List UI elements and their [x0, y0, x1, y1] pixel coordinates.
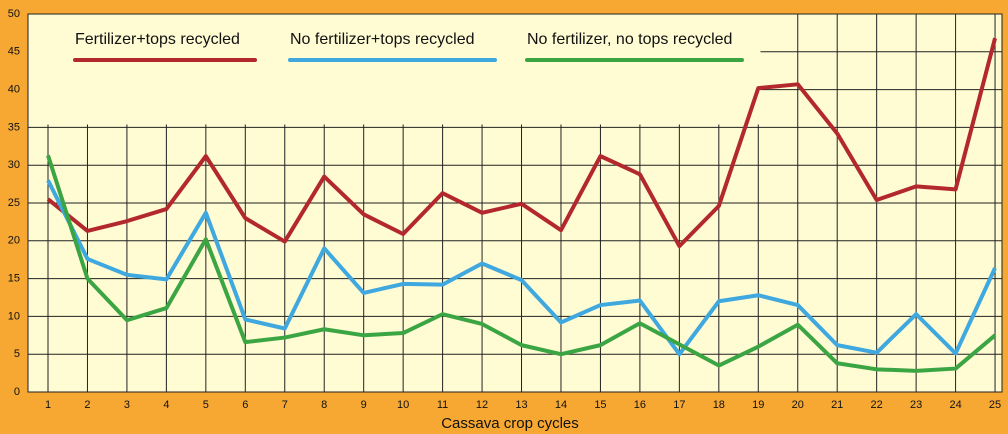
x-tick-label: 3 — [124, 399, 130, 411]
y-tick-label: 30 — [8, 159, 20, 171]
x-tick-label: 18 — [713, 399, 725, 411]
x-tick-label: 6 — [242, 399, 248, 411]
x-tick-label: 14 — [555, 399, 567, 411]
x-tick-label: 12 — [476, 399, 488, 411]
y-tick-label: 50 — [8, 8, 20, 20]
x-tick-label: 15 — [594, 399, 606, 411]
x-tick-label: 16 — [634, 399, 646, 411]
legend-label: No fertilizer, no tops recycled — [527, 31, 732, 48]
x-tick-label: 17 — [673, 399, 685, 411]
x-tick-label: 13 — [515, 399, 527, 411]
series-line — [46, 179, 997, 357]
y-tick-label: 10 — [8, 310, 20, 322]
x-tick-label: 23 — [910, 399, 922, 411]
x-tick-label: 5 — [203, 399, 209, 411]
y-tick-label: 40 — [8, 84, 20, 96]
series-line — [46, 37, 997, 249]
x-tick-label: 8 — [321, 399, 327, 411]
y-tick-label: 20 — [8, 235, 20, 247]
x-tick-label: 7 — [282, 399, 288, 411]
y-tick-label: 45 — [8, 46, 20, 58]
x-axis-label: Cassava crop cycles — [441, 415, 579, 432]
x-tick-label: 20 — [792, 399, 804, 411]
x-tick-label: 25 — [989, 399, 1001, 411]
x-tick-label: 19 — [752, 399, 764, 411]
x-tick-label: 24 — [949, 399, 961, 411]
x-tick-label: 1 — [45, 399, 51, 411]
x-tick-label: 2 — [84, 399, 90, 411]
legend-box — [28, 14, 761, 125]
y-tick-label: 15 — [8, 273, 20, 285]
series-line — [46, 154, 997, 373]
y-tick-label: 35 — [8, 121, 20, 133]
legend-label: Fertilizer+tops recycled — [75, 31, 240, 48]
x-tick-label: 9 — [361, 399, 367, 411]
x-tick-label: 21 — [831, 399, 843, 411]
x-tick-label: 10 — [397, 399, 409, 411]
legend-label: No fertilizer+tops recycled — [290, 31, 475, 48]
plot-border — [27, 13, 1003, 393]
x-tick-label: 11 — [437, 399, 448, 411]
y-tick-label: 5 — [14, 348, 20, 360]
y-tick-label: 0 — [14, 386, 20, 398]
x-tick-label: 4 — [163, 399, 169, 411]
y-tick-label: 25 — [8, 197, 20, 209]
x-tick-label: 22 — [871, 399, 883, 411]
